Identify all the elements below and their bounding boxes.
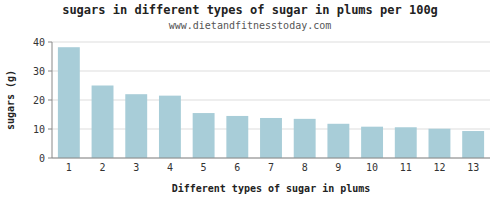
x-tick-label: 2 [100, 162, 106, 173]
y-tick [48, 100, 52, 101]
bar [159, 96, 181, 158]
bar [294, 119, 316, 158]
x-axis-line [52, 158, 490, 159]
grid-line [52, 42, 490, 43]
grid-line [52, 71, 490, 72]
y-tick [48, 129, 52, 130]
x-tick-label: 12 [433, 162, 445, 173]
x-tick-label: 1 [66, 162, 72, 173]
y-tick [48, 158, 52, 159]
bar [92, 86, 114, 159]
bar [429, 129, 451, 158]
grid-line [52, 158, 490, 159]
y-tick-label: 20 [33, 95, 45, 106]
x-tick-label: 11 [400, 162, 412, 173]
x-tick-label: 5 [201, 162, 207, 173]
bar [193, 113, 215, 158]
x-tick-label: 9 [335, 162, 341, 173]
x-tick-label: 13 [467, 162, 479, 173]
bar [462, 131, 484, 158]
y-tick-label: 30 [33, 66, 45, 77]
chart: sugars in different types of sugar in pl… [0, 0, 500, 200]
x-axis-label: Different types of sugar in plums [172, 183, 371, 194]
bar [395, 127, 417, 158]
chart-container: sugars in different types of sugar in pl… [0, 0, 500, 200]
x-tick-label: 7 [268, 162, 274, 173]
bars [58, 47, 484, 158]
grid-line [52, 100, 490, 101]
bar [58, 47, 80, 158]
x-tick-label: 4 [167, 162, 173, 173]
y-tick [48, 42, 52, 43]
y-tick-label: 0 [39, 153, 45, 164]
y-tick-label: 40 [33, 37, 45, 48]
bar [327, 124, 349, 158]
subtitle: www.dietandfitnesstoday.com [169, 20, 332, 31]
x-tick-label: 8 [302, 162, 308, 173]
bar [361, 127, 383, 158]
y-tick [48, 71, 52, 72]
bar [125, 94, 147, 158]
bar [226, 116, 248, 158]
y-tick-label: 10 [33, 124, 45, 135]
bar [260, 118, 282, 158]
title: sugars in different types of sugar in pl… [62, 3, 438, 17]
y-axis-label: sugars (g) [5, 70, 16, 130]
y-axis-line [52, 42, 53, 158]
x-tick-label: 6 [234, 162, 240, 173]
x-tick-label: 3 [133, 162, 139, 173]
x-tick-label: 10 [366, 162, 378, 173]
